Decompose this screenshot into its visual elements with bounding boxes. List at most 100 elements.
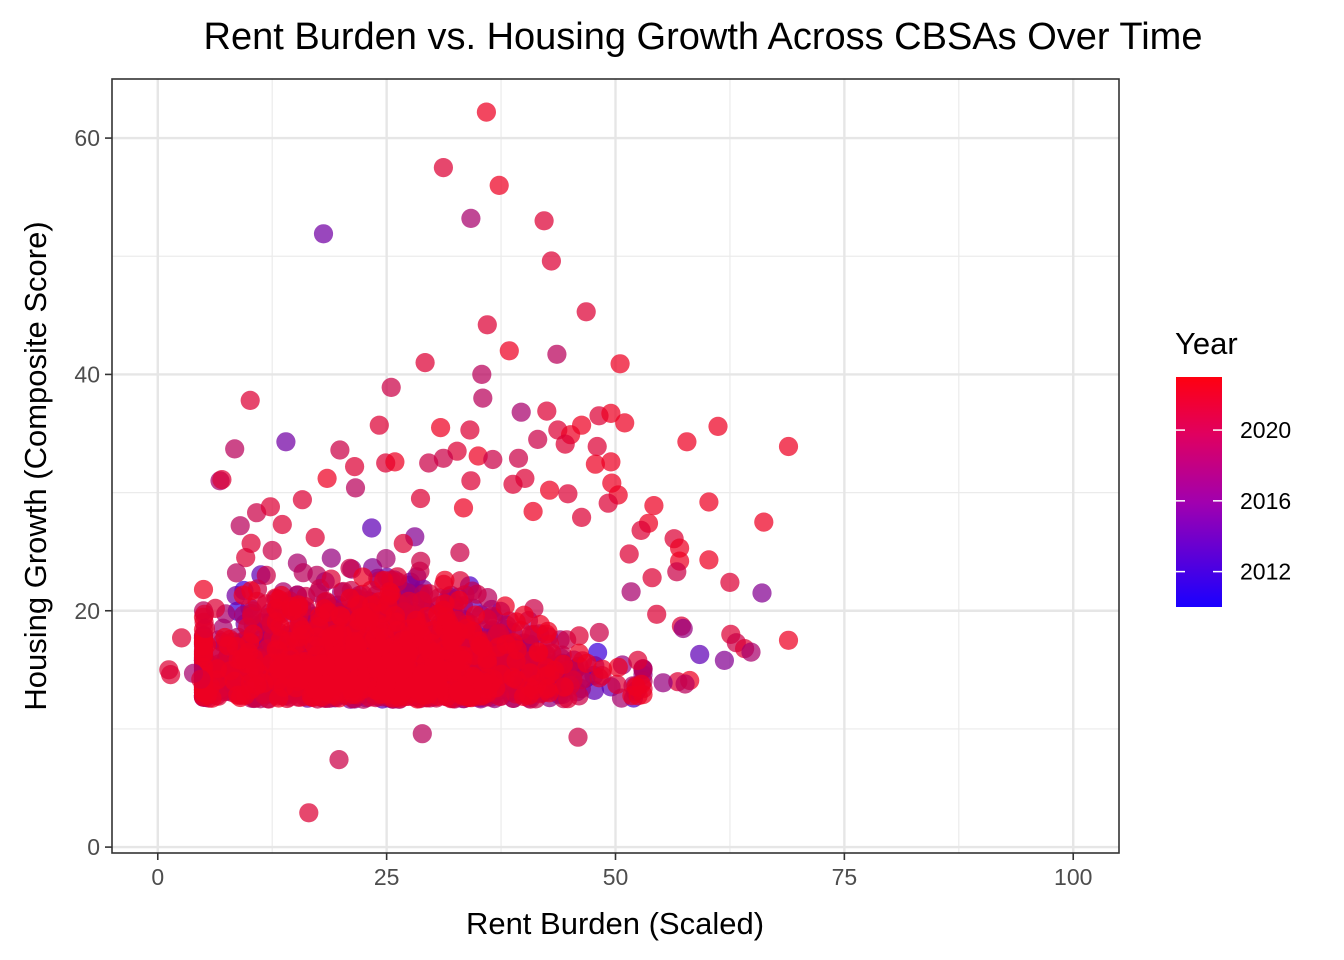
data-point	[376, 549, 396, 569]
data-point	[460, 420, 480, 440]
data-point	[607, 674, 627, 695]
data-point	[260, 497, 280, 517]
data-point	[476, 102, 496, 122]
data-point	[435, 640, 455, 660]
data-point	[393, 533, 413, 554]
data-point	[608, 657, 628, 677]
data-point	[226, 563, 247, 583]
data-point	[172, 628, 192, 648]
color-legend: Year 2012 2016 2020	[1175, 326, 1291, 607]
data-point	[503, 668, 523, 688]
data-point	[367, 657, 387, 678]
data-point	[417, 607, 437, 627]
data-point	[754, 512, 774, 532]
data-point	[577, 653, 597, 673]
data-point	[305, 527, 325, 548]
data-point	[461, 471, 481, 491]
y-tick-label: 40	[74, 361, 100, 387]
data-point	[473, 388, 493, 408]
data-point	[541, 251, 562, 271]
legend-tick-label: 2016	[1240, 488, 1291, 514]
data-point	[741, 642, 761, 662]
data-point	[528, 429, 548, 449]
data-points	[159, 102, 799, 823]
data-point	[558, 484, 578, 504]
data-point	[415, 353, 435, 373]
data-point	[427, 658, 447, 678]
data-point	[329, 750, 349, 770]
y-tick-label: 60	[74, 125, 100, 151]
y-tick-label: 0	[87, 834, 100, 860]
data-point	[477, 315, 497, 335]
data-point	[359, 611, 379, 631]
data-point	[615, 413, 635, 433]
data-point	[508, 448, 529, 468]
data-point	[412, 676, 432, 696]
data-point	[752, 583, 772, 603]
data-point	[446, 660, 466, 680]
x-tick-label: 75	[832, 864, 858, 890]
data-point	[690, 644, 710, 665]
data-point	[197, 685, 218, 705]
data-point	[642, 568, 662, 588]
data-point	[569, 626, 589, 646]
data-point	[496, 634, 516, 654]
data-point	[442, 619, 462, 639]
data-point	[547, 344, 567, 364]
data-point	[334, 649, 354, 670]
y-axis-label: Housing Growth (Composite Score)	[18, 221, 53, 710]
data-point	[225, 439, 245, 459]
data-point	[292, 490, 312, 510]
data-point	[472, 686, 492, 706]
data-point	[419, 453, 439, 473]
data-point	[621, 582, 641, 602]
data-point	[362, 518, 382, 538]
data-point	[284, 654, 304, 674]
data-point	[321, 569, 341, 589]
data-point	[539, 683, 559, 703]
data-point	[293, 563, 313, 583]
data-point	[677, 432, 697, 452]
data-point	[534, 211, 554, 231]
data-point	[241, 581, 261, 601]
data-point	[576, 302, 596, 322]
data-point	[354, 679, 374, 699]
data-point	[653, 673, 673, 693]
data-point	[195, 618, 215, 639]
data-point	[240, 390, 260, 410]
data-point	[205, 598, 225, 619]
data-point	[212, 470, 232, 490]
data-point	[601, 403, 621, 423]
data-point	[495, 596, 515, 616]
data-point	[568, 727, 588, 747]
data-point	[240, 673, 260, 694]
data-point	[499, 341, 519, 361]
data-point	[537, 401, 557, 421]
data-point	[330, 440, 350, 460]
data-point	[351, 649, 371, 669]
x-axis-ticks: 0 25 50 75 100	[151, 853, 1092, 890]
data-point	[778, 436, 799, 457]
data-point	[193, 642, 214, 662]
data-point	[467, 584, 487, 604]
legend-tick-label: 2020	[1240, 417, 1291, 443]
data-point	[317, 468, 337, 488]
data-point	[461, 208, 481, 228]
data-point	[266, 599, 286, 619]
data-point	[381, 377, 401, 397]
data-point	[708, 416, 728, 436]
data-point	[254, 673, 274, 693]
data-point	[536, 624, 556, 644]
data-point	[379, 586, 399, 606]
x-tick-label: 50	[603, 864, 629, 890]
data-point	[540, 664, 560, 685]
data-point	[262, 540, 282, 561]
x-tick-label: 100	[1054, 864, 1092, 890]
data-point	[450, 571, 470, 591]
data-point	[503, 474, 523, 494]
data-point	[385, 452, 405, 472]
data-point	[419, 584, 439, 604]
data-point	[555, 434, 575, 454]
y-tick-label: 20	[74, 598, 100, 624]
